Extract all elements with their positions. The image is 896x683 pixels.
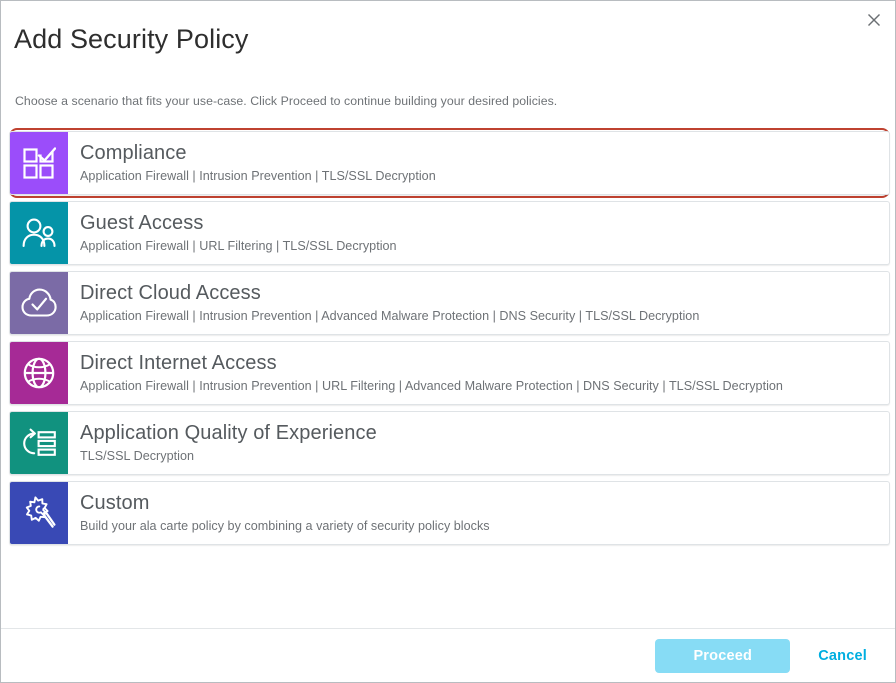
scenario-card-body: Guest Access Application Firewall | URL … <box>68 202 889 264</box>
scenario-title: Application Quality of Experience <box>80 421 377 444</box>
scenario-card-direct-internet-access[interactable]: Direct Internet Access Application Firew… <box>9 341 890 405</box>
scenario-card-body: Custom Build your ala carte policy by co… <box>68 482 889 544</box>
scenario-title: Custom <box>80 491 150 514</box>
scenario-subtitle: Application Firewall | Intrusion Prevent… <box>80 378 783 393</box>
scenario-title: Direct Internet Access <box>80 351 277 374</box>
scenario-subtitle: Application Firewall | URL Filtering | T… <box>80 238 397 253</box>
scenario-card-custom[interactable]: Custom Build your ala carte policy by co… <box>9 481 890 545</box>
scenario-subtitle: Build your ala carte policy by combining… <box>80 518 490 533</box>
scenario-card-body: Application Quality of Experience TLS/SS… <box>68 412 889 474</box>
scenario-card-list: Compliance Application Firewall | Intrus… <box>1 128 895 548</box>
users-icon <box>10 202 68 264</box>
scenario-card-body: Compliance Application Firewall | Intrus… <box>68 132 889 194</box>
scenario-card-application-quality-of-experience[interactable]: Application Quality of Experience TLS/SS… <box>9 411 890 475</box>
scenario-subtitle: Application Firewall | Intrusion Prevent… <box>80 168 436 183</box>
scenario-subtitle: Application Firewall | Intrusion Prevent… <box>80 308 700 323</box>
scenario-title: Guest Access <box>80 211 204 234</box>
scenario-card-compliance-wrap: Compliance Application Firewall | Intrus… <box>1 128 895 198</box>
scenario-card-compliance[interactable]: Compliance Application Firewall | Intrus… <box>9 131 890 195</box>
scenario-card-direct-cloud-access-wrap: Direct Cloud Access Application Firewall… <box>1 268 895 338</box>
proceed-button[interactable]: Proceed <box>655 638 791 673</box>
scenario-card-guest-access-wrap: Guest Access Application Firewall | URL … <box>1 198 895 268</box>
scenario-card-application-quality-of-experience-wrap: Application Quality of Experience TLS/SS… <box>1 408 895 478</box>
dialog-subtitle: Choose a scenario that fits your use-cas… <box>15 94 558 108</box>
magic-wand-gear-icon <box>10 482 68 544</box>
scenario-card-direct-cloud-access[interactable]: Direct Cloud Access Application Firewall… <box>9 271 890 335</box>
scenario-card-direct-internet-access-wrap: Direct Internet Access Application Firew… <box>1 338 895 408</box>
refresh-list-icon <box>10 412 68 474</box>
scenario-title: Compliance <box>80 141 187 164</box>
globe-icon <box>10 342 68 404</box>
page-title: Add Security Policy <box>14 24 249 54</box>
scenario-title: Direct Cloud Access <box>80 281 261 304</box>
scenario-subtitle: TLS/SSL Decryption <box>80 448 194 463</box>
scenario-card-body: Direct Cloud Access Application Firewall… <box>68 272 889 334</box>
scenario-card-body: Direct Internet Access Application Firew… <box>68 342 889 404</box>
scenario-card-custom-wrap: Custom Build your ala carte policy by co… <box>1 478 895 548</box>
scenario-card-guest-access[interactable]: Guest Access Application Firewall | URL … <box>9 201 890 265</box>
checklist-grid-icon <box>10 132 68 194</box>
cloud-check-icon <box>10 272 68 334</box>
close-icon[interactable] <box>861 7 887 33</box>
dialog-footer: Proceed Cancel <box>1 628 895 682</box>
cancel-button[interactable]: Cancel <box>808 644 877 668</box>
